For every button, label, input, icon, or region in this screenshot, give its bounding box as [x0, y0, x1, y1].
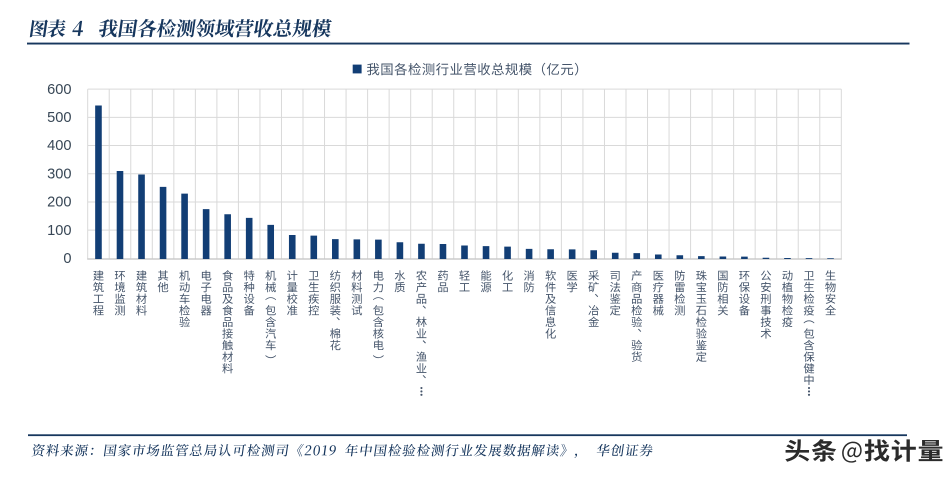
svg-text:500: 500 [47, 110, 71, 126]
svg-text:0: 0 [63, 251, 71, 267]
svg-text:300: 300 [47, 166, 71, 182]
svg-text:400: 400 [47, 138, 71, 154]
svg-text:100: 100 [47, 223, 71, 239]
svg-text:600: 600 [47, 82, 71, 98]
svg-text:200: 200 [47, 195, 71, 211]
